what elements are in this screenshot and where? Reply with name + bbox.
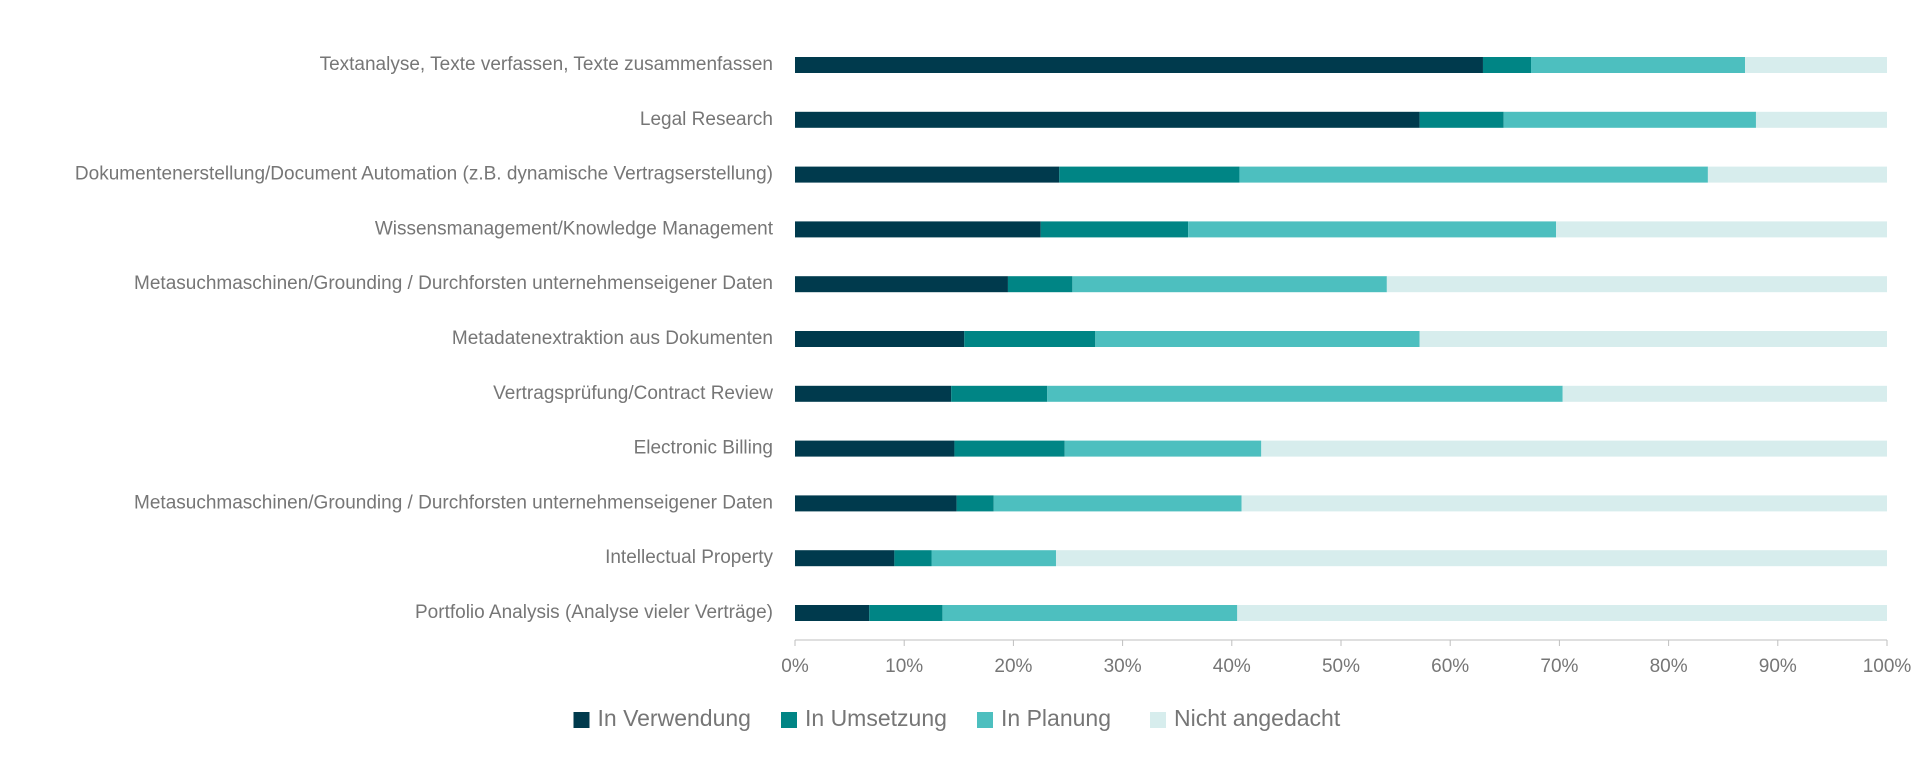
bar-segment <box>795 276 1008 293</box>
bar-segment <box>1419 331 1887 347</box>
bar-segment <box>894 550 932 567</box>
bar-segment <box>795 166 1060 183</box>
bar-segment <box>1239 166 1708 183</box>
x-tick-label: 20% <box>994 656 1032 677</box>
category-labels: Textanalyse, Texte verfassen, Texte zusa… <box>75 54 774 623</box>
bar-segment <box>951 385 1048 402</box>
category-label: Metasuchmaschinen/Grounding / Durchforst… <box>134 273 773 294</box>
category-label: Vertragsprüfung/Contract Review <box>493 383 773 404</box>
category-label: Intellectual Property <box>605 547 773 568</box>
bar-segment <box>795 495 957 512</box>
bars-group <box>795 57 1887 621</box>
bar-segment <box>1755 111 1887 128</box>
x-tick-label: 40% <box>1213 656 1251 677</box>
bar-segment <box>954 440 1065 457</box>
legend-swatch <box>573 712 590 728</box>
bar-segment <box>1531 57 1746 73</box>
bar-segment <box>964 331 1096 347</box>
bar-segment <box>795 550 895 567</box>
bar-segment <box>1707 166 1887 183</box>
legend-label: In Verwendung <box>598 705 751 731</box>
category-label: Metasuchmaschinen/Grounding / Durchforst… <box>134 492 773 513</box>
x-tick-label: 0% <box>781 656 809 677</box>
category-label: Metadatenextraktion aus Dokumenten <box>452 328 773 349</box>
bar-segment <box>1241 495 1887 512</box>
bar-segment <box>1503 111 1756 128</box>
x-tick-label: 100% <box>1863 656 1912 677</box>
bar-segment <box>942 605 1238 621</box>
x-tick-label: 90% <box>1759 656 1797 677</box>
legend-swatch <box>977 712 993 728</box>
x-tick-label: 50% <box>1322 656 1360 677</box>
bar-segment <box>993 495 1242 512</box>
bar-segment <box>1055 550 1887 567</box>
bar-segment <box>1482 57 1532 73</box>
legend: In Verwendung In Umsetzung In Planung Nicht… <box>573 705 1341 731</box>
bar-segment <box>795 440 955 457</box>
bar-segment <box>795 221 1041 238</box>
bar-segment <box>1556 221 1887 238</box>
x-tick-label: 10% <box>885 656 923 677</box>
bar-segment <box>1047 385 1563 402</box>
x-tick-label: 60% <box>1431 656 1469 677</box>
bar-segment <box>931 550 1056 567</box>
bar-segment <box>795 57 1483 73</box>
bar-segment <box>869 605 943 621</box>
category-label: Electronic Billing <box>634 438 773 459</box>
legend-item: Nicht angedacht <box>1150 705 1341 731</box>
bar-segment <box>1040 221 1189 238</box>
bar-segment <box>1745 57 1887 73</box>
bar-segment <box>1419 111 1504 128</box>
bar-segment <box>1059 166 1240 183</box>
bar-segment <box>1386 276 1887 293</box>
bar-segment <box>1064 440 1262 457</box>
category-label: Dokumentenerstellung/Document Automation… <box>75 164 773 185</box>
bar-segment <box>1007 276 1073 293</box>
bar-segment <box>956 495 994 512</box>
legend-swatch <box>781 712 797 728</box>
bar-segment <box>1261 440 1887 457</box>
legend-swatch <box>1150 712 1166 728</box>
category-label: Legal Research <box>640 109 773 130</box>
x-axis: 0% 10% 20% 30% 40% 50% 60% 70% 80% 90% 100% <box>781 639 1912 677</box>
bar-segment <box>1072 276 1387 293</box>
legend-label: In Planung <box>1001 705 1111 731</box>
bar-segment <box>795 331 965 347</box>
legend-label: In Umsetzung <box>805 705 947 731</box>
bar-segment <box>795 385 952 402</box>
category-label: Wissensmanagement/Knowledge Management <box>375 218 774 239</box>
legend-item: In Umsetzung <box>781 705 947 731</box>
category-label: Textanalyse, Texte verfassen, Texte zusa… <box>320 54 773 75</box>
bar-segment <box>1188 221 1557 238</box>
bar-segment <box>1095 331 1420 347</box>
bar-segment <box>795 111 1420 128</box>
x-tick-label: 80% <box>1650 656 1688 677</box>
bar-segment <box>1237 605 1887 621</box>
legend-item: In Planung <box>977 705 1111 731</box>
legend-label: Nicht angedacht <box>1174 705 1341 731</box>
x-tick-label: 30% <box>1104 656 1142 677</box>
category-label: Portfolio Analysis (Analyse vieler Vertr… <box>415 602 773 623</box>
legend-item: In Verwendung <box>573 705 751 731</box>
bar-segment <box>795 605 870 621</box>
x-tick-label: 70% <box>1540 656 1578 677</box>
bar-segment <box>1562 385 1887 402</box>
